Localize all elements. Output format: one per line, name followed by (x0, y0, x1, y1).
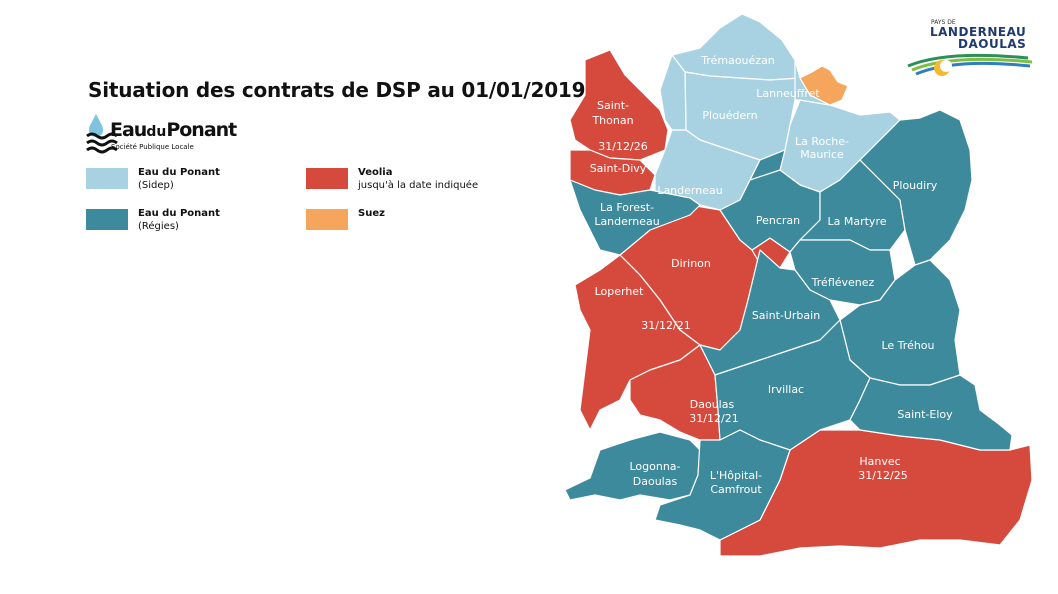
water-drop-icon (89, 114, 103, 137)
region-logonna-daoulas[interactable] (564, 431, 701, 501)
label-saint-eloy: Saint-Eloy (897, 408, 953, 421)
region-lanneuffret[interactable] (799, 65, 849, 106)
label-landerneau: Landerneau (657, 184, 722, 197)
legend-title: Eau du Ponant (138, 167, 220, 178)
label-daoulas-date: 31/12/21 (689, 412, 738, 425)
label-irvillac: Irvillac (768, 383, 804, 396)
legend-swatch (86, 209, 128, 230)
legend-title: Suez (358, 208, 385, 219)
logo-pays-de: PAYS DE (931, 19, 956, 26)
legend-swatch (306, 168, 348, 189)
legend-swatch (86, 168, 128, 189)
label-saint-thonan-2: Thonan (591, 114, 633, 127)
label-hanvec: Hanvec (859, 455, 900, 468)
eau-du-ponant-logo (86, 114, 118, 154)
region-hopital-camfrout[interactable] (654, 429, 791, 541)
legend-subtitle: (Régies) (138, 221, 179, 232)
label-ploudiry: Ploudiry (893, 179, 938, 192)
label-loperhet-date: 31/12/21 (641, 319, 690, 332)
logo-landerneau: LANDERNEAU (930, 25, 1027, 39)
label-le-trehou: Le Tréhou (881, 339, 934, 352)
legend-item-veolia: Veolia jusqu'à la date indiquée (306, 166, 478, 192)
label-la-roche-maurice-2: Maurice (800, 148, 844, 161)
label-hopital-1: L'Hôpital- (710, 469, 762, 482)
region-tremaouezan[interactable] (671, 13, 801, 81)
label-ploudern: Plouédern (702, 109, 757, 122)
region-saint-thonan[interactable] (569, 49, 669, 161)
eau-du-ponant-subtitle: Société Publique Locale (111, 143, 194, 151)
logo-daoulas: DAOULAS (958, 37, 1027, 51)
label-treflevenez: Tréflévenez (811, 276, 875, 289)
label-lanneuffret: Lanneuffret (756, 87, 820, 100)
label-saint-thonan-date: 31/12/26 (598, 140, 647, 153)
label-la-roche-maurice-1: La Roche- (795, 135, 849, 148)
label-dirinon: Dirinon (671, 257, 711, 270)
region-landerneau[interactable] (654, 129, 761, 211)
label-la-forest-2: Landerneau (594, 215, 659, 228)
label-logonna-2: Daoulas (633, 475, 678, 488)
label-logonna-1: Logonna- (629, 460, 680, 473)
legend-item-suez: Suez (306, 207, 385, 230)
label-hanvec-date: 31/12/25 (858, 469, 907, 482)
label-saint-divy: Saint-Divy (590, 162, 647, 175)
label-tremaouezan: Trémaouézan (700, 54, 775, 67)
label-la-martyre: La Martyre (828, 215, 887, 228)
eau-du-ponant-name: EauduPonant (110, 119, 237, 141)
legend-swatch (306, 209, 348, 230)
label-pencran: Pencran (756, 214, 800, 227)
region-regies-landerneau-small[interactable] (749, 149, 786, 181)
region-ploudiry[interactable] (859, 109, 973, 266)
legend-subtitle: jusqu'à la date indiquée (358, 180, 479, 191)
region-sidep-west[interactable] (659, 54, 687, 131)
label-loperhet: Loperhet (595, 285, 644, 298)
legend-item-sidep: Eau du Ponant (Sidep) (86, 166, 220, 192)
label-daoulas: Daoulas (690, 398, 735, 411)
legend-subtitle: (Sidep) (138, 180, 174, 191)
region-la-forest-landerneau[interactable] (569, 179, 701, 256)
label-saint-thonan-1: Saint- (597, 99, 629, 112)
landerneau-daoulas-logo (907, 53, 1033, 76)
label-hopital-2: Camfrout (710, 483, 762, 496)
legend-title: Veolia (358, 167, 393, 178)
label-saint-urbain: Saint-Urbain (752, 309, 820, 322)
label-la-forest-1: La Forest- (600, 201, 654, 214)
legend-item-regies: Eau du Ponant (Régies) (86, 207, 220, 233)
region-saint-eloy[interactable] (849, 374, 1013, 451)
map-title: Situation des contrats de DSP au 01/01/2… (88, 78, 586, 102)
legend-title: Eau du Ponant (138, 208, 220, 219)
